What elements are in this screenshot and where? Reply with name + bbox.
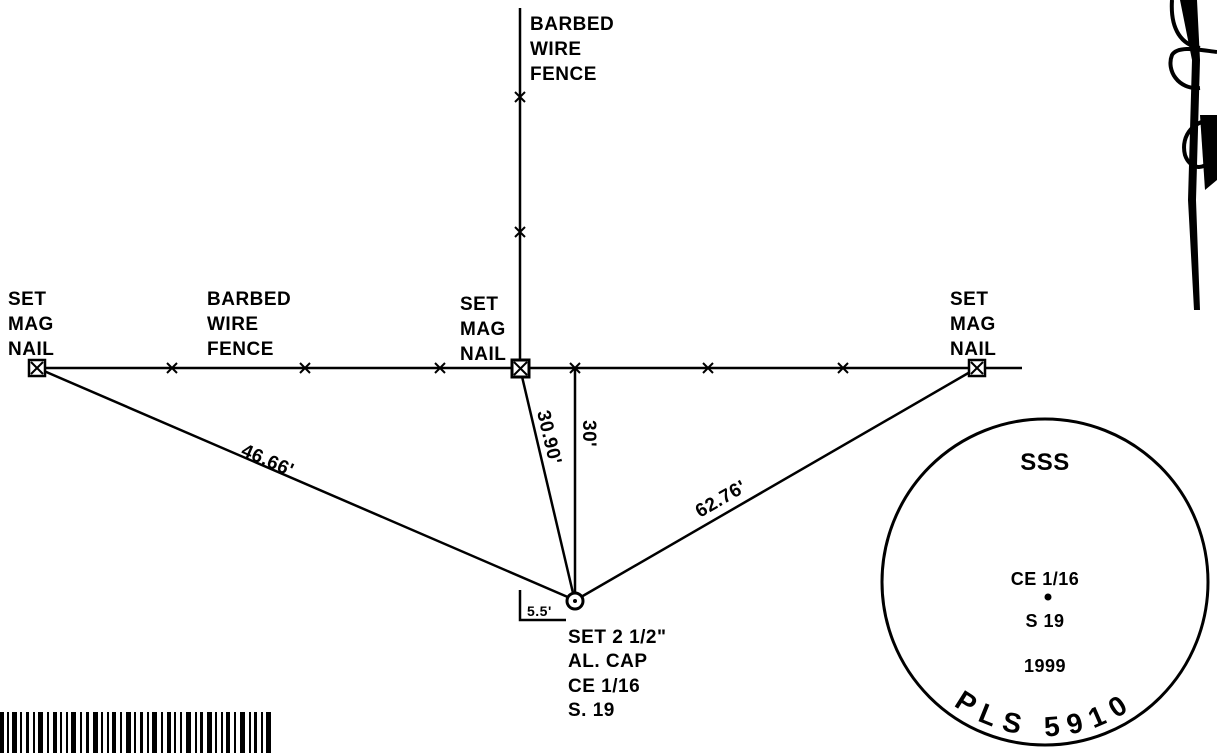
stamp-circle bbox=[880, 417, 1210, 747]
stamp-top: SSS bbox=[1020, 449, 1070, 476]
nail-label: NAIL bbox=[8, 339, 54, 360]
cap-label: CE 1/16 bbox=[568, 676, 640, 697]
nails bbox=[27, 358, 987, 611]
ornament bbox=[1168, 0, 1217, 310]
nail-middle bbox=[510, 358, 531, 379]
cap bbox=[565, 591, 585, 611]
fence-label: WIRE bbox=[530, 39, 582, 60]
fence-label: WIRE bbox=[207, 314, 259, 335]
tie-lines bbox=[36, 366, 978, 622]
tie-right bbox=[580, 366, 978, 599]
cap-label: SET 2 1/2" bbox=[568, 627, 667, 648]
distance-label: 46.66' bbox=[238, 440, 297, 481]
stamp-license-path: PLS 5910 bbox=[950, 684, 1131, 742]
nail-left bbox=[27, 358, 47, 378]
cap-label: S. 19 bbox=[568, 700, 615, 721]
stamp-dot bbox=[1044, 593, 1052, 601]
x-marks bbox=[166, 91, 849, 374]
nail-label: MAG bbox=[460, 319, 506, 340]
nail-label: NAIL bbox=[950, 339, 996, 360]
fence-label: FENCE bbox=[530, 64, 597, 85]
offset-label: 5.5' bbox=[527, 603, 552, 619]
fence-x-marks bbox=[166, 91, 849, 374]
stamp-license: PLS 5910 bbox=[950, 684, 1140, 742]
nail-label: SET bbox=[8, 289, 46, 310]
fence-label: BARBED bbox=[530, 14, 614, 35]
tie-left bbox=[36, 366, 571, 600]
fence-label: FENCE bbox=[207, 339, 274, 360]
cap-label: AL. CAP bbox=[568, 651, 648, 672]
stamp-section: S 19 bbox=[1025, 611, 1064, 631]
nail-label: MAG bbox=[8, 314, 54, 335]
stamp-year: 1999 bbox=[1024, 656, 1066, 676]
nail-right bbox=[967, 358, 987, 378]
offset-bracket bbox=[518, 590, 566, 622]
nail-label: MAG bbox=[950, 314, 996, 335]
tie-middle bbox=[518, 367, 575, 594]
distance-label: 30' bbox=[578, 420, 599, 447]
cap-stamp: SSS CE 1/16 S 19 1999 PLS 5910 bbox=[880, 417, 1210, 747]
fence-label: BARBED bbox=[207, 289, 291, 310]
nail-label: SET bbox=[460, 294, 498, 315]
fence-lines bbox=[30, 8, 1022, 370]
barcode bbox=[0, 712, 271, 753]
nail-label: SET bbox=[950, 289, 988, 310]
stamp-corner: CE 1/16 bbox=[1011, 569, 1080, 589]
nail-label: NAIL bbox=[460, 344, 506, 365]
